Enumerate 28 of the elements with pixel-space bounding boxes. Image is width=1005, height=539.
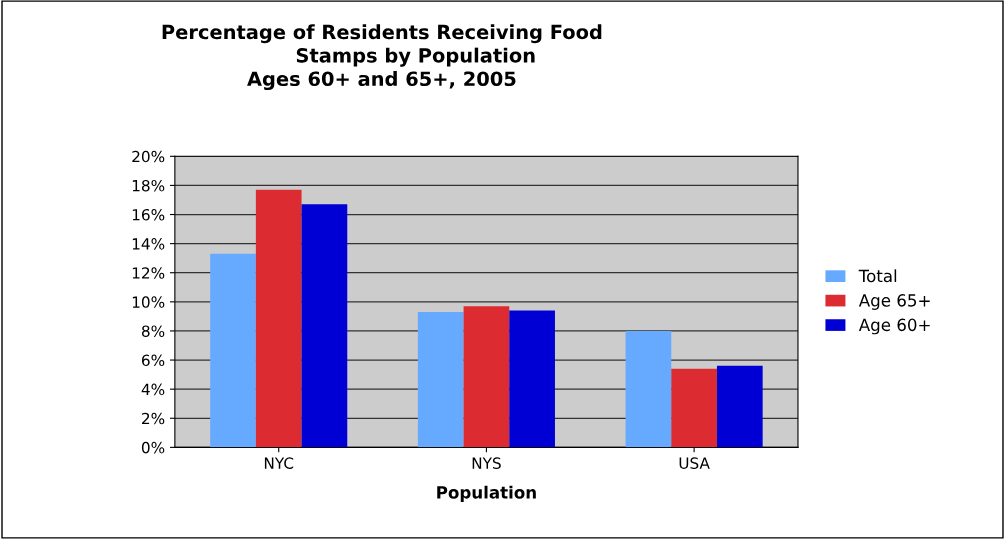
- chart-title: Percentage of Residents Receiving Food Stamps by Population Ages 60+ and 65+, 2005: [162, 24, 602, 91]
- bar: [210, 253, 256, 448]
- y-tick-label: 18%: [132, 179, 165, 192]
- y-tick-label: 6%: [141, 354, 165, 367]
- y-tick-label: 8%: [141, 325, 165, 337]
- bar: [671, 368, 717, 448]
- legend-label: Age 60+: [858, 318, 930, 335]
- y-tick-label: 10%: [132, 296, 165, 308]
- bar: [509, 310, 555, 448]
- bar: [417, 312, 464, 448]
- y-tick-label: 2%: [142, 412, 165, 425]
- y-tick-label: 4%: [141, 383, 165, 396]
- bar: [463, 306, 510, 448]
- x-tick-label: NYC: [264, 457, 294, 469]
- legend-label: Age 65+: [858, 294, 930, 310]
- bar: [301, 204, 348, 448]
- x-tick-label: NYS: [472, 457, 501, 469]
- bar: [255, 189, 302, 448]
- y-tick-label: 14%: [132, 238, 165, 250]
- bar: [716, 365, 763, 448]
- x-axis-title: Population: [437, 485, 536, 502]
- y-tick-label: 16%: [132, 208, 165, 221]
- y-tick-label: 20%: [132, 150, 165, 163]
- legend-label: Total: [858, 269, 897, 283]
- y-tick-label: 12%: [132, 267, 165, 279]
- y-tick-label: 0%: [141, 441, 165, 454]
- x-tick-label: USA: [679, 457, 710, 469]
- bar: [625, 330, 672, 448]
